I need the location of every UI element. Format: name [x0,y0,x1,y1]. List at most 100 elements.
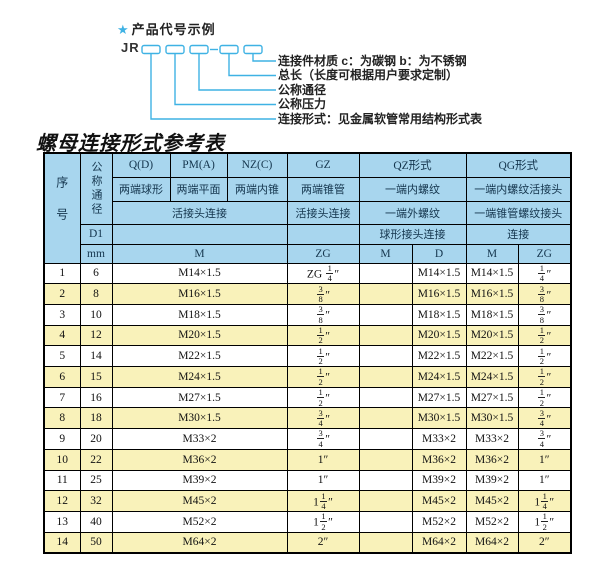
cell-mm: 15 [79,366,113,388]
code-label-pressure: 公称压力 [278,97,327,111]
header-dn: 公称通径 [79,152,113,225]
code-label-diameter: 公称通径 [278,83,327,97]
cell-qg_zg: 3 4 ″ [517,428,572,450]
header-qg-desc1: 一端内螺纹活接头 [465,176,572,202]
cell-m: M30×1.5 [111,407,288,430]
cell-gz: 1″ [286,448,360,471]
cell-qz_m [358,386,413,409]
header-pm-desc: 两端平面 [169,176,228,202]
cell-qz_m [358,448,413,471]
header-m: M [111,243,288,264]
cell-mm: 32 [79,490,113,512]
header-gz-conn: 活接头连接 [286,200,360,225]
cell-qz_d: M39×2 [411,469,467,492]
table-row: 3 10 M18×1.5 3 8 ″ M18×1.5 M18×1.5 3 8 ″ [43,303,572,326]
header-blank-left [111,223,288,245]
cell-qz_m [358,490,413,512]
cell-qz_m [358,283,413,305]
header-mm: mm [79,243,113,264]
cell-gz: 1 2 ″ [286,386,360,409]
table-row: 6 15 M24×1.5 1 2 ″ M24×1.5 M24×1.5 1 2 ″ [43,366,572,388]
cell-qg_zg: 1 1 4 ″ [517,490,572,512]
header-row-1: 序号 公称通径 Q(D) PM(A) NZ(C) GZ QZ形式 QG形式 [43,152,572,264]
cell-qg_m: M30×1.5 [465,407,519,430]
header-gz-desc: 两端锥管 [286,176,360,202]
cell-gz: 1 1 2 ″ [286,510,360,533]
cell-qg_m: M20×1.5 [465,324,519,347]
cell-qg_zg: 1 2 ″ [517,386,572,409]
header-qz-m: M [358,243,413,264]
code-label-material: 连接件材质 c：为碳钢 b：为不锈钢 [278,54,467,68]
table-row: 8 18 M30×1.5 3 4 ″ M30×1.5 M30×1.5 3 4 ″ [43,407,572,430]
table-row: 7 16 M27×1.5 1 2 ″ M27×1.5 M27×1.5 1 2 ″ [43,386,572,409]
cell-qz_d: M22×1.5 [411,345,467,368]
leader-line [198,53,276,91]
code-diagram [141,44,276,120]
leader-line [174,53,276,106]
cell-seq: 11 [43,469,81,492]
cell-m: M20×1.5 [111,324,288,347]
cell-qz_m [358,262,413,285]
cell-qz_d: M27×1.5 [411,386,467,409]
cell-mm: 20 [79,428,113,450]
cell-seq: 8 [43,407,81,430]
cell-qg_m: M16×1.5 [465,283,519,305]
table-row: 10 22 M36×2 1″ M36×2 M36×2 1″ [43,448,572,471]
cell-qg_m: M45×2 [465,490,519,512]
cell-gz: 1 2 ″ [286,324,360,347]
table-body: 1 6 M14×1.5 ZG 1 4 ″ M14×1.5 M14×1.5 1 4 ″ 2 8 M16×1.… [43,262,572,554]
cell-m: M36×2 [111,448,288,471]
code-prefix: JR [121,40,140,55]
cell-qg_m: M36×2 [465,448,519,471]
product-code-heading: ★ 产品代号示例 [117,19,216,38]
cell-seq: 12 [43,490,81,512]
code-label-connection: 连接形式：见金属软管常用结构形式表 [278,112,483,126]
cell-qg_m: M22×1.5 [465,345,519,368]
cell-seq: 13 [43,510,81,533]
cell-seq: 14 [43,531,81,554]
cell-seq: 2 [43,283,81,305]
code-label-length: 总长（长度可根据用户要求定制） [278,68,459,82]
cell-qg_m: M39×2 [465,469,519,492]
cell-gz: 1 2 ″ [286,366,360,388]
cell-m: M52×2 [111,510,288,533]
cell-qz_d: M33×2 [411,428,467,450]
cell-m: M24×1.5 [111,366,288,388]
cell-m: M27×1.5 [111,386,288,409]
table-row: 14 50 M64×2 2″ M64×2 M64×2 2″ [43,531,572,554]
header-col-pm: PM(A) [169,152,228,178]
cell-seq: 7 [43,386,81,409]
header-seq: 序号 [43,152,81,264]
header-qg-desc2: 一端锥管螺纹接头 [465,200,572,225]
header-col-qg: QG形式 [465,152,572,178]
header-qz-d: D [411,243,467,264]
cell-gz: 1″ [286,469,360,492]
product-code-heading-text: 产品代号示例 [131,22,216,37]
cell-seq: 6 [43,366,81,388]
table-row: 9 20 M33×2 3 4 ″ M33×2 M33×2 3 4 ″ [43,428,572,450]
cell-qg_m: M18×1.5 [465,303,519,326]
cell-mm: 22 [79,448,113,471]
cell-mm: 16 [79,386,113,409]
cell-qz_d: M45×2 [411,490,467,512]
code-box [243,44,263,55]
cell-gz: ZG 1 4 ″ [286,262,360,285]
cell-qz_d: M64×2 [411,531,467,554]
header-row-2: 两端球形 两端平面 两端内锥 两端锥管 一端内螺纹 一端内螺纹活接头 [44,176,572,202]
code-box [189,44,209,55]
cell-qg_zg: 1 4 ″ [517,262,572,285]
header-qg-conn: 连接 [465,223,572,245]
cell-mm: 14 [79,345,113,368]
cell-qz_d: M30×1.5 [411,407,467,430]
